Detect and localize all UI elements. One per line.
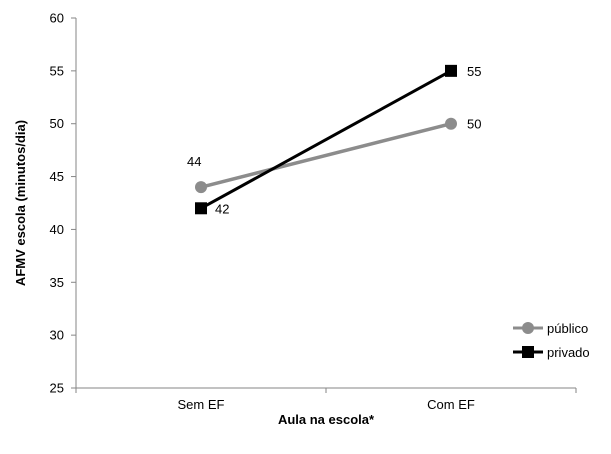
series-layer: [195, 64, 457, 215]
x-tick-label: Sem EF: [178, 397, 225, 412]
y-tick-label: 25: [50, 381, 64, 396]
y-tick-label: 55: [50, 63, 64, 78]
data-point-privado: [195, 202, 207, 215]
data-label-publico: 44: [187, 154, 201, 169]
y-tick-label: 50: [50, 116, 64, 131]
y-axis-title: AFMV escola (minutos/dia): [13, 120, 28, 286]
data-point-privado: [445, 64, 457, 77]
data-label-privado: 55: [467, 64, 481, 79]
legend-label-privado: privado: [547, 345, 590, 360]
x-ticks: Sem EF Com EF: [75, 388, 577, 412]
x-axis-title: Aula na escola*: [278, 412, 375, 427]
series-line-privado: [200, 69, 452, 210]
x-tick-label: Com EF: [427, 397, 475, 412]
data-labels: 44 50 42 55: [187, 64, 481, 216]
legend: público privado: [513, 321, 590, 360]
y-ticks: 25 30 35 40 45 50 55 60: [50, 11, 76, 396]
y-tick-label: 45: [50, 169, 64, 184]
y-tick-label: 30: [50, 328, 64, 343]
data-point-publico: [445, 117, 457, 130]
legend-marker-publico: [522, 322, 534, 334]
y-tick-label: 40: [50, 222, 64, 237]
y-tick-label: 60: [50, 11, 64, 26]
legend-label-publico: público: [547, 321, 588, 336]
data-label-publico: 50: [467, 117, 481, 132]
legend-marker-privado: [522, 346, 534, 358]
data-label-privado: 42: [215, 201, 229, 216]
y-tick-label: 35: [50, 275, 64, 290]
axes: [75, 18, 576, 389]
series-line-publico: [200, 122, 452, 189]
data-point-publico: [195, 181, 207, 194]
